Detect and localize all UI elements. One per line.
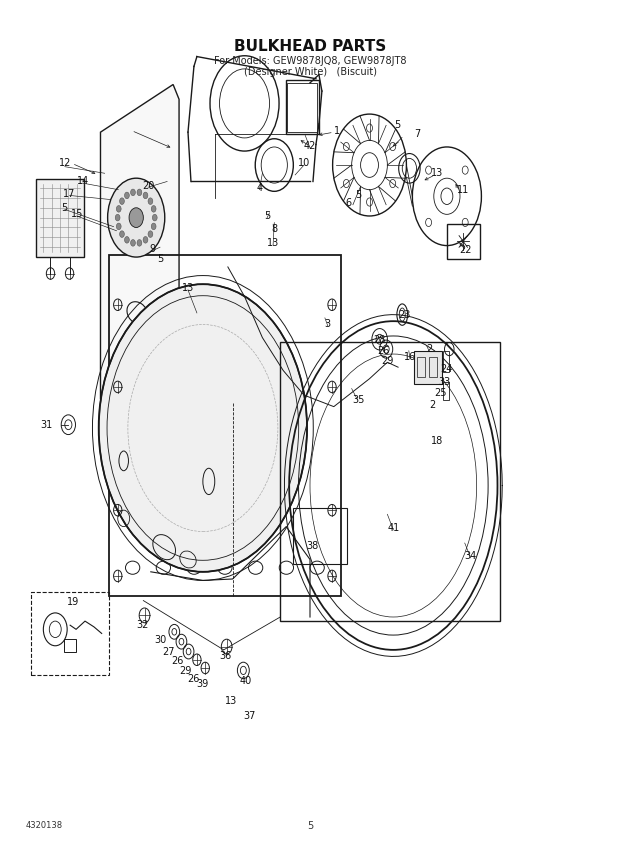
Text: 18: 18: [432, 437, 443, 446]
Circle shape: [125, 192, 130, 199]
Bar: [280, 342, 500, 621]
Text: 13: 13: [267, 238, 279, 248]
Circle shape: [129, 208, 143, 228]
Text: For Models: GEW9878JQ8, GEW9878JT8: For Models: GEW9878JQ8, GEW9878JT8: [214, 56, 406, 67]
Text: 24: 24: [441, 364, 453, 374]
Circle shape: [115, 214, 120, 221]
Text: 10: 10: [298, 158, 310, 169]
Text: 5: 5: [61, 203, 68, 213]
Text: 17: 17: [63, 189, 76, 199]
Circle shape: [143, 192, 148, 199]
Text: 13: 13: [182, 283, 194, 294]
Text: 32: 32: [136, 621, 148, 630]
Text: 37: 37: [243, 710, 255, 721]
Text: 26: 26: [378, 346, 390, 356]
Text: 5: 5: [356, 190, 362, 199]
Text: 35: 35: [353, 395, 365, 405]
Text: 26: 26: [172, 657, 184, 666]
Bar: [414, 351, 442, 383]
Text: 8: 8: [271, 224, 277, 235]
Text: 16: 16: [404, 353, 416, 362]
Text: 25: 25: [435, 388, 447, 398]
Text: 11: 11: [458, 185, 470, 194]
Text: 3: 3: [325, 319, 331, 330]
Text: 2: 2: [430, 400, 436, 410]
Text: 2: 2: [426, 344, 432, 354]
Text: 13: 13: [432, 169, 443, 178]
Bar: [443, 382, 449, 400]
Circle shape: [99, 284, 307, 572]
Bar: [288, 83, 317, 132]
Text: 41: 41: [388, 523, 399, 533]
Text: 26: 26: [187, 674, 200, 684]
Text: 31: 31: [41, 419, 53, 430]
Text: (Designer White)   (Biscuit): (Designer White) (Biscuit): [244, 67, 376, 77]
Text: 40: 40: [239, 676, 252, 687]
Text: 6: 6: [345, 198, 352, 208]
Bar: [32, 592, 109, 675]
Text: 34: 34: [464, 551, 477, 562]
Text: BULKHEAD PARTS: BULKHEAD PARTS: [234, 39, 386, 54]
Circle shape: [153, 214, 157, 221]
Text: 13: 13: [225, 696, 237, 706]
Text: 29: 29: [179, 666, 191, 676]
Bar: [293, 508, 347, 563]
Text: 1: 1: [334, 126, 340, 135]
Text: 15: 15: [71, 210, 83, 219]
Text: 9: 9: [150, 244, 156, 254]
Bar: [109, 255, 341, 597]
Text: 5: 5: [307, 821, 313, 830]
Circle shape: [137, 189, 142, 196]
Text: 20: 20: [142, 181, 154, 191]
Bar: [417, 357, 425, 377]
Circle shape: [137, 240, 142, 247]
Circle shape: [151, 205, 156, 212]
Text: 4: 4: [256, 183, 262, 193]
Text: 23: 23: [398, 311, 410, 320]
Bar: [443, 351, 449, 372]
Circle shape: [131, 189, 135, 196]
Text: 29: 29: [381, 355, 394, 366]
Bar: [286, 80, 319, 134]
Text: 5: 5: [394, 120, 400, 130]
Text: 19: 19: [67, 597, 79, 607]
Circle shape: [131, 240, 135, 247]
Text: 42: 42: [304, 141, 316, 152]
Bar: [64, 639, 76, 651]
Text: 33: 33: [438, 377, 451, 387]
Circle shape: [120, 231, 125, 237]
Circle shape: [125, 236, 130, 243]
Polygon shape: [100, 85, 179, 399]
Text: 39: 39: [197, 680, 209, 689]
Text: 4320138: 4320138: [25, 821, 63, 830]
Text: 28: 28: [373, 335, 385, 345]
FancyBboxPatch shape: [36, 179, 84, 257]
Circle shape: [117, 205, 121, 212]
Text: 38: 38: [306, 541, 319, 551]
Text: 12: 12: [59, 158, 71, 169]
Text: 5: 5: [157, 253, 163, 264]
Circle shape: [148, 198, 153, 205]
Circle shape: [117, 223, 121, 229]
Circle shape: [151, 223, 156, 229]
Text: 5: 5: [264, 211, 270, 221]
Text: 30: 30: [154, 635, 166, 645]
Bar: [429, 357, 437, 377]
Circle shape: [120, 198, 125, 205]
Circle shape: [143, 236, 148, 243]
Bar: [447, 224, 480, 259]
Circle shape: [148, 231, 153, 237]
Text: 7: 7: [414, 128, 420, 139]
Circle shape: [108, 178, 165, 257]
Text: 36: 36: [219, 651, 232, 662]
Text: 14: 14: [76, 176, 89, 187]
Text: 22: 22: [459, 246, 472, 255]
Text: 27: 27: [162, 646, 175, 657]
